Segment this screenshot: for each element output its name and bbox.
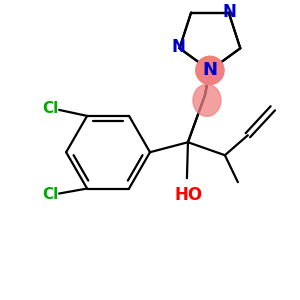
Circle shape: [196, 56, 224, 84]
Text: N: N: [172, 38, 185, 56]
Circle shape: [196, 56, 224, 84]
Text: N: N: [223, 2, 237, 20]
Text: HO: HO: [175, 186, 203, 204]
Text: N: N: [202, 61, 217, 79]
Ellipse shape: [193, 84, 221, 116]
Text: Cl: Cl: [42, 187, 58, 202]
Text: Cl: Cl: [42, 101, 58, 116]
Text: N: N: [202, 61, 217, 79]
